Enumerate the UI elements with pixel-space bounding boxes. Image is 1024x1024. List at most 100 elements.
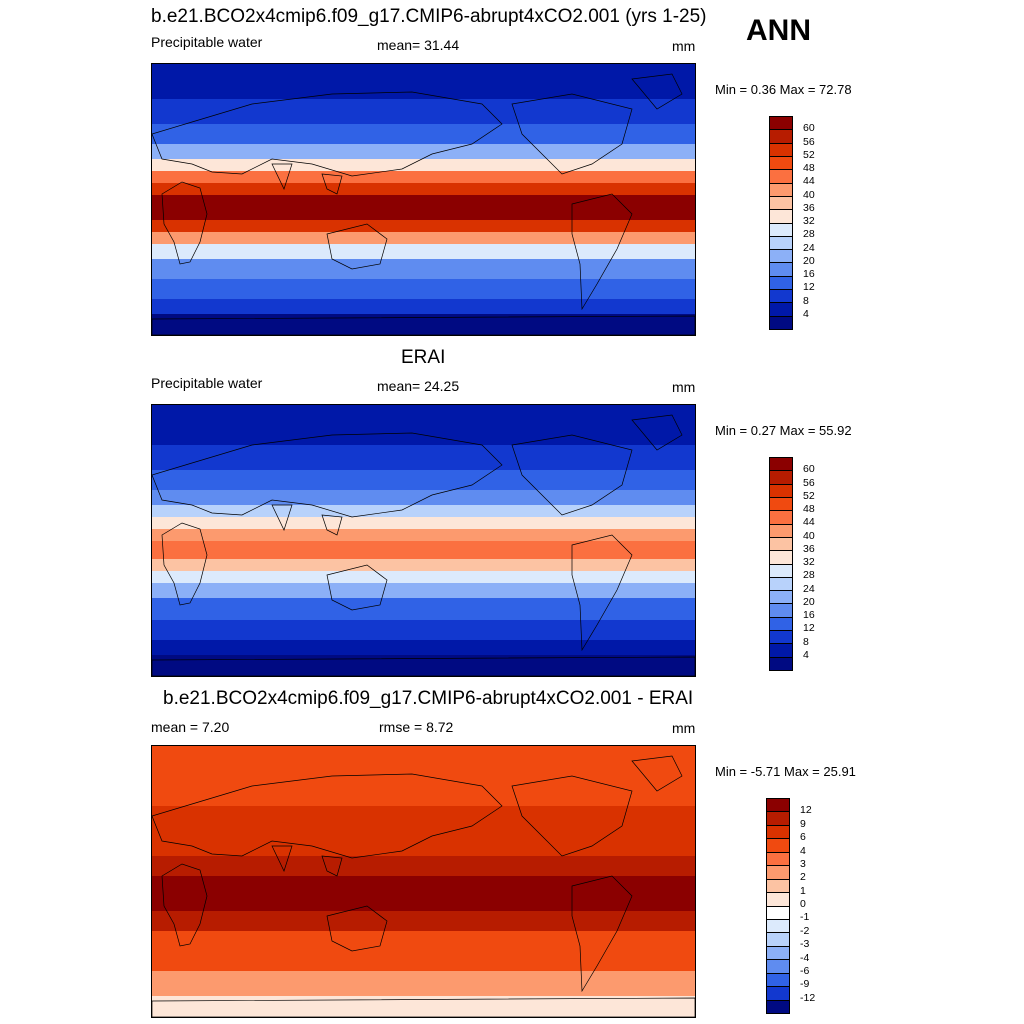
field-band xyxy=(152,232,695,245)
field-band xyxy=(152,856,695,877)
coastline xyxy=(511,775,633,857)
colorbar-tick-label: -12 xyxy=(800,991,816,1004)
colorbar-tick-label: 52 xyxy=(803,148,815,161)
colorbar-tick-label: 28 xyxy=(803,228,815,241)
field-band xyxy=(152,314,695,335)
panel-2-colorbar-labels: 60 56 52 48 44 40 36 32 28 24 20 16 12 8 4 xyxy=(803,457,843,669)
field-bands xyxy=(152,405,695,676)
colorbar-swatch xyxy=(767,812,789,826)
panel-3-title: b.e21.BCO2x4cmip6.f09_g17.CMIP6-abrupt4x… xyxy=(163,688,694,709)
colorbar-tick-label: 4 xyxy=(800,844,806,857)
panel-1-map-canvas xyxy=(152,64,695,335)
colorbar-tick-label: -3 xyxy=(800,938,810,951)
colorbar-tick-label: 2 xyxy=(800,871,806,884)
panel-1-variable-label: Precipitable water xyxy=(151,34,263,50)
colorbar-swatch xyxy=(770,537,792,552)
field-band xyxy=(152,159,695,172)
colorbar-swatch xyxy=(770,644,792,658)
colorbar-tick-label: 60 xyxy=(803,122,815,135)
panel-1-minmax-label: Min = 0.36 Max = 72.78 xyxy=(715,82,852,97)
colorbar-tick-label: -9 xyxy=(800,978,810,991)
colorbar-tick-label: 40 xyxy=(803,188,815,201)
colorbar-tick-label: 20 xyxy=(803,254,815,267)
panel-3-rmse-label: rmse = 8.72 xyxy=(379,719,454,735)
colorbar-tick-label: 44 xyxy=(803,516,815,529)
panel-1-units-label: mm xyxy=(672,38,696,54)
field-band xyxy=(152,876,695,912)
field-band xyxy=(152,971,695,997)
field-band xyxy=(152,996,695,1017)
panel-3-map-canvas xyxy=(152,746,695,1017)
coastlines xyxy=(152,73,695,335)
colorbar-swatch xyxy=(770,290,792,304)
colorbar-swatch xyxy=(770,617,792,632)
field-band xyxy=(152,299,695,315)
colorbar-swatch xyxy=(770,143,792,157)
coastline xyxy=(271,845,293,872)
colorbar-tick-label: 36 xyxy=(803,201,815,214)
field-band xyxy=(152,583,695,599)
field-band xyxy=(152,195,695,221)
coastline xyxy=(321,855,343,877)
colorbar-swatch xyxy=(767,946,789,961)
coastline xyxy=(271,504,293,531)
colorbar-swatch xyxy=(767,839,789,853)
colorbar-swatch xyxy=(767,1000,789,1013)
field-band xyxy=(152,64,695,100)
colorbar-tick-label: 48 xyxy=(803,503,815,515)
panel-2-variable-label: Precipitable water xyxy=(151,375,263,391)
colorbar-tick-label: 20 xyxy=(803,595,815,608)
field-band xyxy=(152,640,695,656)
colorbar-tick-label: 9 xyxy=(800,817,806,830)
field-band xyxy=(152,279,695,300)
field-band xyxy=(152,470,695,491)
field-band xyxy=(152,171,695,184)
panel-3-mean-label: mean = 7.20 xyxy=(151,719,230,735)
coastlines xyxy=(152,755,695,1017)
coastline xyxy=(326,564,388,611)
panel-1-map xyxy=(151,63,696,336)
panel-3-units-label: mm xyxy=(672,720,696,736)
coastline xyxy=(152,432,503,518)
colorbar-tick-label: 32 xyxy=(803,556,815,568)
colorbar-tick-label: 48 xyxy=(803,162,815,174)
coastline xyxy=(326,905,388,952)
colorbar-tick-label: 1 xyxy=(800,884,806,897)
field-bands xyxy=(152,746,695,1017)
field-band xyxy=(152,598,695,621)
season-label: ANN xyxy=(746,14,811,47)
coastline xyxy=(161,522,208,606)
colorbar-swatch xyxy=(770,551,792,565)
colorbar-swatch xyxy=(770,210,792,224)
coastline xyxy=(511,434,633,516)
panel-1-colorbar-labels: 60 56 52 48 44 40 36 32 28 24 20 16 12 8 4 xyxy=(803,116,843,328)
coastline xyxy=(571,534,633,652)
colorbar-tick-label: 8 xyxy=(803,635,809,648)
colorbar-swatch xyxy=(767,852,789,867)
field-band xyxy=(152,405,695,446)
field-band xyxy=(152,124,695,145)
panel-3-minmax-label: Min = -5.71 Max = 25.91 xyxy=(715,764,856,779)
colorbar-swatch xyxy=(770,458,792,472)
colorbar-swatch xyxy=(770,303,792,317)
colorbar-tick-label: 12 xyxy=(803,622,815,635)
colorbar-tick-label: 60 xyxy=(803,463,815,476)
colorbar-swatch xyxy=(770,524,792,538)
field-band xyxy=(152,220,695,233)
colorbar-swatch xyxy=(767,919,789,934)
field-bands xyxy=(152,64,695,335)
colorbar-tick-label: 3 xyxy=(800,857,806,870)
panel-3-colorbar-labels: 12 9 6 4 3 2 1 0 -1 -2 -3 -4 -6 -9 -12 xyxy=(800,798,840,1012)
colorbar-swatch xyxy=(767,987,789,1001)
colorbar-swatch xyxy=(770,156,792,171)
colorbar-swatch xyxy=(767,799,789,813)
colorbar-tick-label: 40 xyxy=(803,529,815,542)
colorbar-tick-label: 12 xyxy=(800,804,812,817)
colorbar-tick-label: -2 xyxy=(800,924,810,937)
colorbar-swatch xyxy=(770,484,792,498)
coastline xyxy=(152,315,695,335)
colorbar-tick-label: 44 xyxy=(803,175,815,188)
colorbar-swatch xyxy=(770,183,792,197)
colorbar-tick-label: 12 xyxy=(803,281,815,294)
coastline xyxy=(321,173,343,195)
